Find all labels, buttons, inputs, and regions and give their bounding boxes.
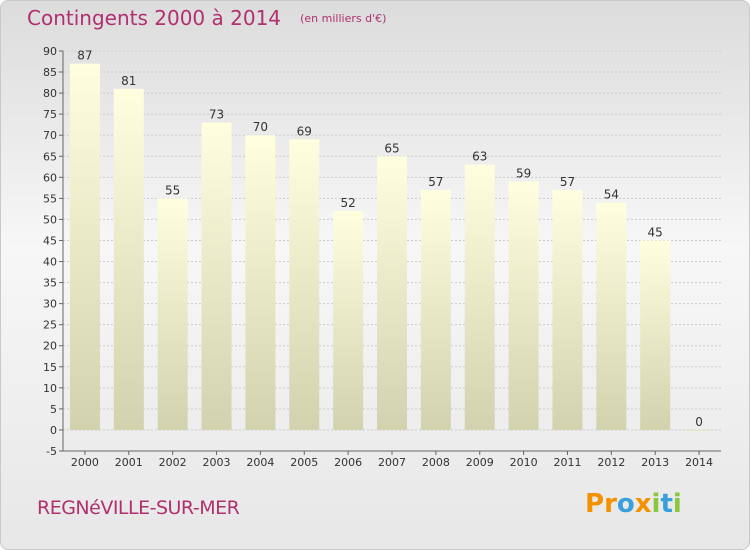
y-tick-label: 50 [43,213,57,226]
x-tick-label: 2009 [466,456,494,469]
y-tick-label: 40 [43,256,57,269]
bar [157,198,188,430]
chart-subtitle: (en milliers d'€) [300,12,387,25]
x-tick-label: 2011 [553,456,581,469]
y-tick-label: 85 [43,66,57,79]
y-tick-label: 65 [43,150,57,163]
title-row: Contingents 2000 à 2014 (en milliers d'€… [27,6,386,30]
y-tick-label: 45 [43,234,57,247]
labels: -5 0 5 10 15 20 25 30 35 40 45 50 55 60 65 70 75 80 85 90 87… [43,45,713,469]
x-tick-label: 2001 [115,456,143,469]
x-tick-label: 2014 [685,456,713,469]
data-label: 63 [472,150,487,164]
bar [640,240,671,430]
data-label: 0 [695,415,703,429]
y-tick-label: -5 [46,445,57,458]
x-tick-label: 2002 [159,456,187,469]
x-tick-label: 2006 [334,456,362,469]
town-name: REGNéVILLE-SUR-MER [37,497,240,519]
y-tick-label: 20 [43,340,57,353]
y-tick-label: 10 [43,382,57,395]
y-tick-label: 80 [43,87,57,100]
bar [245,135,276,430]
y-tick-label: 5 [50,403,57,416]
y-tick-label: 55 [43,192,57,205]
logo-letter: r [604,489,617,519]
logo-letter: P [585,489,605,519]
x-tick-label: 2003 [203,456,231,469]
bar [113,88,144,430]
data-label: 45 [648,225,663,239]
bar [552,189,583,430]
bar [201,122,232,430]
x-tick-label: 2007 [378,456,406,469]
bar [464,164,495,430]
y-tick-label: 70 [43,129,57,142]
y-tick-label: 25 [43,319,57,332]
bar [596,202,627,430]
bar [684,429,715,431]
data-label: 87 [77,49,92,63]
x-tick-label: 2010 [510,456,538,469]
data-label: 73 [209,108,224,122]
x-tick-label: 2013 [641,456,669,469]
x-tick-label: 2004 [246,456,274,469]
y-tick-label: 15 [43,361,57,374]
data-label: 57 [428,175,443,189]
bars [69,63,715,431]
data-label: 54 [604,188,619,202]
bar [69,63,100,430]
data-label: 81 [121,74,136,88]
y-tick-label: 30 [43,298,57,311]
data-label: 65 [384,141,399,155]
logo-letter: i [651,489,661,519]
bar [420,189,451,430]
y-tick-label: 60 [43,171,57,184]
y-tick-label: 75 [43,108,57,121]
logo-letter: t [660,489,673,519]
axes [59,50,721,455]
logo-letter: x [634,489,652,519]
data-label: 57 [560,175,575,189]
logo-letter: o [616,489,635,519]
y-tick-label: 35 [43,277,57,290]
chart-title: Contingents 2000 à 2014 [27,6,282,30]
x-tick-label: 2005 [290,456,318,469]
bar [377,156,407,430]
x-tick-label: 2008 [422,456,450,469]
x-tick-label: 2012 [597,456,625,469]
proxiti-logo[interactable]: Proxiti [585,489,682,519]
data-label: 69 [297,124,312,138]
y-tick-label: 0 [50,424,57,437]
bar [289,139,320,430]
data-label: 70 [253,120,268,134]
data-label: 59 [516,167,531,181]
y-tick-label: 90 [43,45,57,58]
bar [333,211,364,430]
data-label: 52 [340,196,355,210]
data-label: 55 [165,183,180,197]
x-tick-label: 2000 [71,456,99,469]
logo-letter: i [672,489,682,519]
bar [508,181,539,430]
